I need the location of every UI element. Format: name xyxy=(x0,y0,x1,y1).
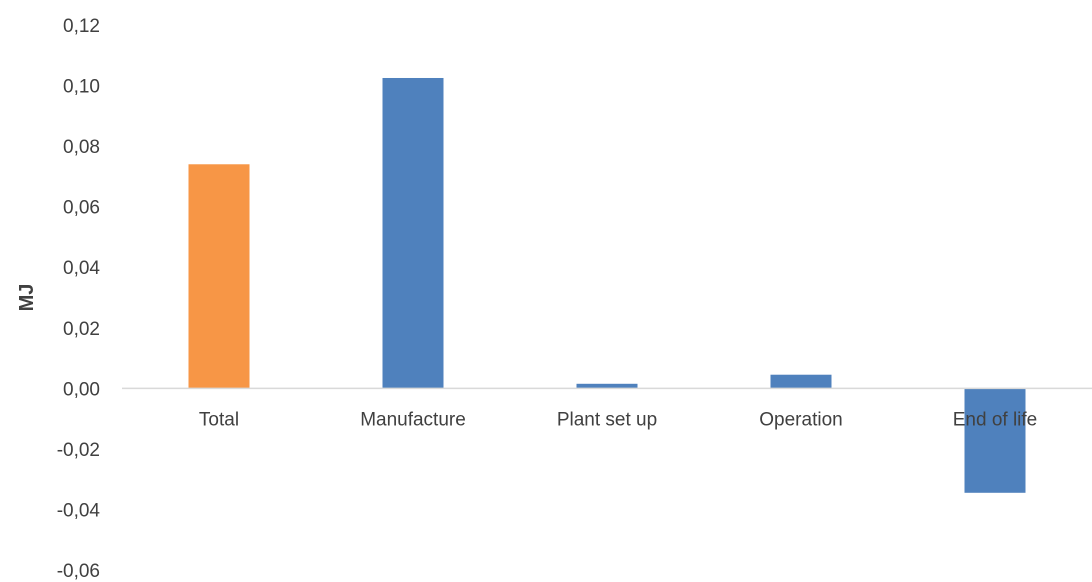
y-tick-label: 0,04 xyxy=(63,258,100,279)
y-axis-title: MJ xyxy=(16,284,38,312)
category-label: Plant set up xyxy=(557,409,657,430)
y-axis-ticks: 0,12 0,10 0,08 0,06 0,04 0,02 0,00 -0,02 -0,04 -0… xyxy=(57,16,101,582)
bar-manufacture xyxy=(382,77,444,389)
y-tick-label: 0,02 xyxy=(63,319,100,340)
category-label: Manufacture xyxy=(360,409,466,430)
y-tick-label: -0,06 xyxy=(57,561,100,582)
category-label: End of life xyxy=(953,409,1038,430)
y-tick-label: 0,08 xyxy=(63,137,100,158)
y-tick-label: 0,06 xyxy=(63,198,100,219)
category-label: Operation xyxy=(759,409,842,430)
bar-total xyxy=(188,164,250,389)
bar-plant-set-up xyxy=(576,383,638,389)
y-tick-label: 0,00 xyxy=(63,379,100,400)
category-label: Total xyxy=(199,409,239,430)
bar-end-of-life xyxy=(964,388,1026,493)
y-tick-label: 0,12 xyxy=(63,16,100,37)
category-labels: Total Manufacture Plant set up Operation End… xyxy=(199,409,1037,430)
y-tick-label: 0,10 xyxy=(63,77,100,98)
bars-group xyxy=(188,77,1026,493)
bar-operation xyxy=(770,374,832,389)
y-tick-label: -0,04 xyxy=(57,500,101,521)
y-tick-label: -0,02 xyxy=(57,440,100,461)
